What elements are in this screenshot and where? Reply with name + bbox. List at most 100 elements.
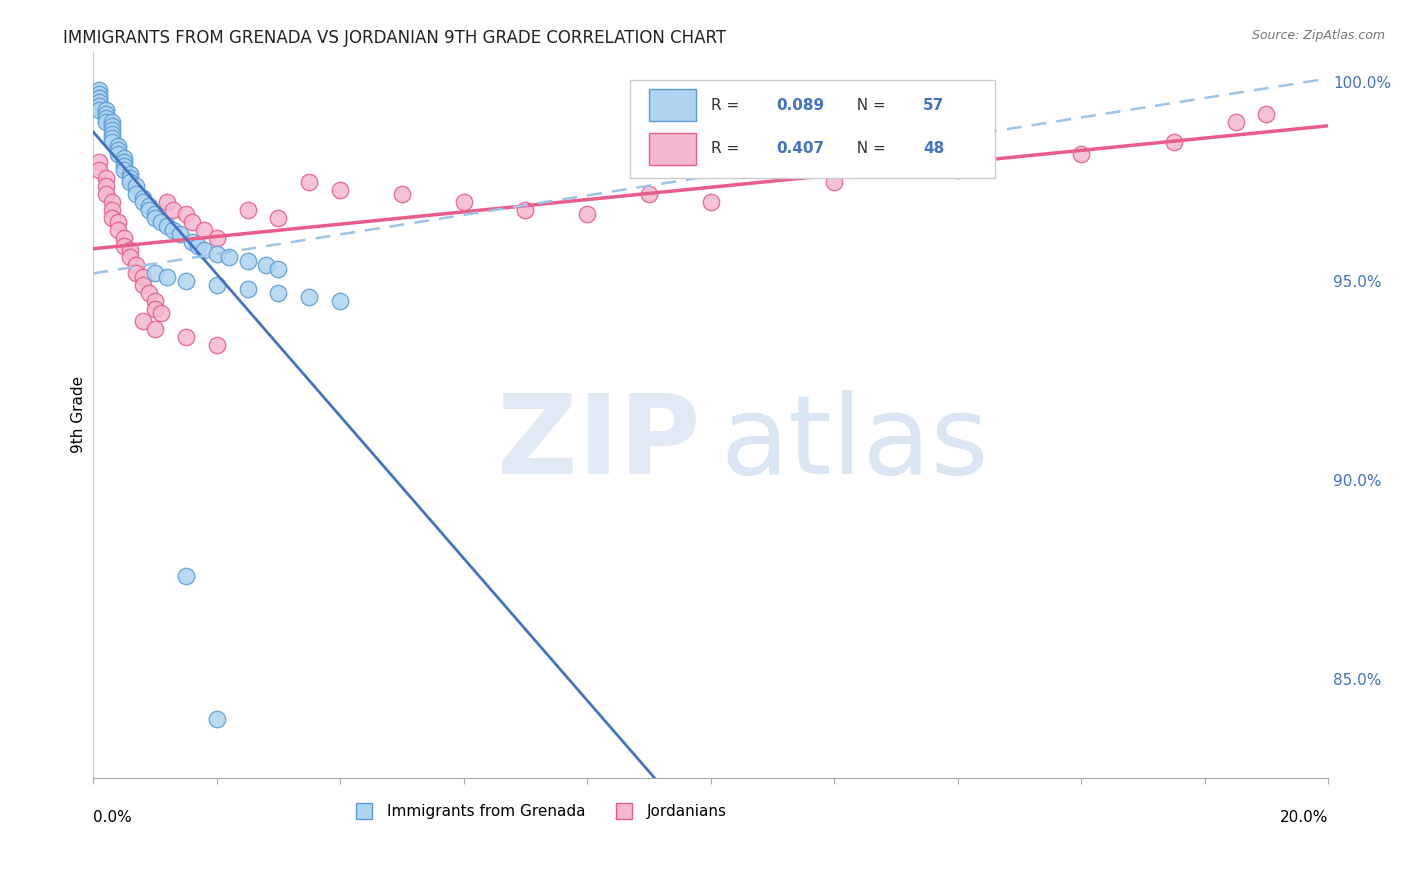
Point <box>143 302 166 317</box>
Point <box>156 194 179 209</box>
Text: N =: N = <box>846 98 890 112</box>
Point <box>329 183 352 197</box>
Text: R =: R = <box>710 98 744 112</box>
Point <box>174 207 197 221</box>
Point <box>169 227 191 241</box>
Point <box>112 151 135 165</box>
Point <box>298 290 321 304</box>
Point <box>391 186 413 201</box>
Point <box>267 211 290 225</box>
Point <box>236 202 259 217</box>
Point <box>89 155 111 169</box>
Point <box>112 163 135 178</box>
Point <box>112 159 135 173</box>
Text: R =: R = <box>710 142 744 156</box>
Text: 0.0%: 0.0% <box>93 810 132 825</box>
Text: IMMIGRANTS FROM GRENADA VS JORDANIAN 9TH GRADE CORRELATION CHART: IMMIGRANTS FROM GRENADA VS JORDANIAN 9TH… <box>63 29 727 46</box>
Point <box>107 215 129 229</box>
Point <box>100 135 122 149</box>
Point <box>94 115 117 129</box>
Point <box>181 215 204 229</box>
Text: 0.089: 0.089 <box>776 98 824 112</box>
Point <box>162 222 184 236</box>
Point <box>453 194 475 209</box>
Point <box>205 338 228 352</box>
Point <box>156 219 179 233</box>
Point <box>174 330 197 344</box>
Point <box>100 115 122 129</box>
Point <box>143 207 166 221</box>
Point <box>131 194 153 209</box>
Point <box>94 186 117 201</box>
Point <box>107 147 129 161</box>
Point <box>112 230 135 244</box>
Point <box>112 238 135 252</box>
Point <box>267 262 290 277</box>
Text: ZIP: ZIP <box>498 390 700 497</box>
Text: atlas: atlas <box>720 390 988 497</box>
Point <box>107 222 129 236</box>
Point <box>193 222 215 236</box>
Point <box>94 103 117 118</box>
Point <box>89 91 111 105</box>
Point <box>100 211 122 225</box>
Point <box>120 243 142 257</box>
Point <box>138 202 160 217</box>
Point <box>125 178 148 193</box>
Point <box>100 123 122 137</box>
Text: 57: 57 <box>924 98 945 112</box>
Point <box>125 186 148 201</box>
Text: N =: N = <box>846 142 890 156</box>
Point <box>120 175 142 189</box>
Text: 20.0%: 20.0% <box>1279 810 1329 825</box>
Point <box>515 202 537 217</box>
Point <box>89 163 111 178</box>
Point <box>236 282 259 296</box>
Text: 0.407: 0.407 <box>776 142 824 156</box>
Text: Source: ZipAtlas.com: Source: ZipAtlas.com <box>1251 29 1385 42</box>
Point <box>150 306 173 320</box>
Point <box>131 270 153 285</box>
Point <box>1256 107 1278 121</box>
Point <box>1163 135 1185 149</box>
Y-axis label: 9th Grade: 9th Grade <box>72 376 86 453</box>
Point <box>329 294 352 309</box>
Bar <box>650 89 696 121</box>
Point <box>181 235 204 249</box>
Point <box>125 266 148 280</box>
Point <box>174 568 197 582</box>
Point <box>100 120 122 134</box>
Point <box>94 170 117 185</box>
Point <box>150 215 173 229</box>
Point <box>638 186 661 201</box>
Point <box>100 194 122 209</box>
Point <box>699 194 721 209</box>
Point <box>131 191 153 205</box>
Point <box>89 91 111 105</box>
Point <box>143 266 166 280</box>
Point <box>946 163 969 178</box>
Point <box>138 286 160 301</box>
Point <box>218 251 240 265</box>
Point <box>236 254 259 268</box>
Point <box>94 178 117 193</box>
Point <box>205 246 228 260</box>
Bar <box>650 133 696 165</box>
Point <box>131 314 153 328</box>
Point <box>131 278 153 293</box>
Point <box>100 127 122 141</box>
Point <box>143 211 166 225</box>
Point <box>107 143 129 157</box>
Point <box>143 322 166 336</box>
Point <box>823 175 845 189</box>
Point <box>162 202 184 217</box>
Point <box>267 286 290 301</box>
Point <box>89 95 111 110</box>
Point <box>89 87 111 102</box>
Point <box>187 238 209 252</box>
Point <box>174 274 197 288</box>
Point <box>89 83 111 97</box>
Point <box>94 107 117 121</box>
Point <box>94 112 117 126</box>
Point <box>89 99 111 113</box>
